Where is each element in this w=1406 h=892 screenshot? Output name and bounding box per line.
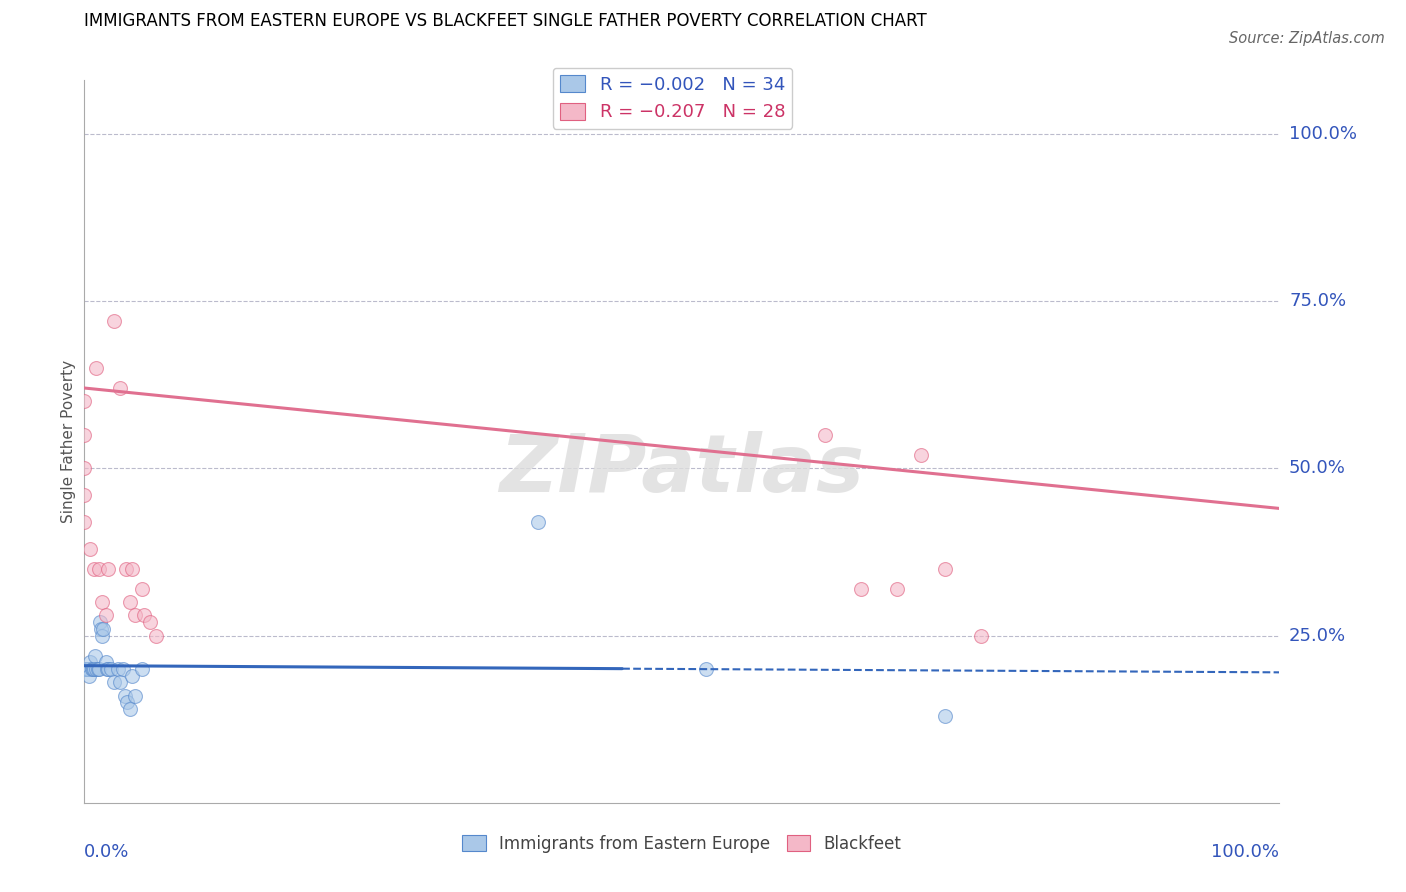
Point	[103, 675, 125, 690]
Point	[93, 622, 115, 636]
Point	[97, 562, 120, 576]
Point	[124, 608, 146, 623]
Y-axis label: Single Father Poverty: Single Father Poverty	[60, 360, 76, 523]
Point	[89, 615, 111, 630]
Point	[118, 595, 141, 609]
Point	[851, 582, 873, 596]
Point	[814, 427, 837, 442]
Point	[82, 662, 104, 676]
Point	[131, 662, 153, 676]
Point	[970, 628, 993, 642]
Point	[86, 662, 108, 676]
Point	[527, 515, 550, 529]
Point	[695, 662, 717, 676]
Point	[145, 628, 167, 642]
Point	[132, 608, 156, 623]
Point	[87, 562, 110, 576]
Text: Source: ZipAtlas.com: Source: ZipAtlas.com	[1229, 31, 1385, 46]
Point	[73, 488, 96, 502]
Point	[886, 582, 908, 596]
Point	[94, 608, 117, 623]
Point	[77, 662, 100, 676]
Point	[107, 662, 129, 676]
Text: 75.0%: 75.0%	[1289, 292, 1346, 310]
Point	[114, 689, 136, 703]
Point	[121, 562, 143, 576]
Point	[110, 381, 132, 395]
Text: ZIPatlas: ZIPatlas	[499, 432, 865, 509]
Point	[91, 628, 114, 642]
Point	[73, 394, 96, 409]
Point	[934, 708, 956, 723]
Text: IMMIGRANTS FROM EASTERN EUROPE VS BLACKFEET SINGLE FATHER POVERTY CORRELATION CH: IMMIGRANTS FROM EASTERN EUROPE VS BLACKF…	[84, 12, 927, 29]
Point	[83, 662, 105, 676]
Point	[117, 696, 139, 710]
Point	[910, 448, 932, 462]
Point	[77, 669, 100, 683]
Point	[79, 541, 101, 556]
Text: 0.0%: 0.0%	[84, 843, 129, 861]
Legend: Immigrants from Eastern Europe, Blackfeet: Immigrants from Eastern Europe, Blackfee…	[456, 828, 908, 860]
Point	[94, 655, 117, 669]
Point	[73, 662, 96, 676]
Point	[103, 314, 125, 328]
Point	[76, 662, 98, 676]
Point	[111, 662, 134, 676]
Point	[73, 427, 96, 442]
Point	[86, 662, 108, 676]
Point	[84, 648, 107, 663]
Point	[87, 662, 110, 676]
Text: 100.0%: 100.0%	[1212, 843, 1279, 861]
Point	[115, 562, 138, 576]
Point	[91, 595, 114, 609]
Point	[73, 515, 96, 529]
Point	[80, 662, 103, 676]
Text: 50.0%: 50.0%	[1289, 459, 1346, 477]
Point	[934, 562, 956, 576]
Point	[90, 622, 112, 636]
Point	[83, 562, 105, 576]
Point	[79, 655, 101, 669]
Point	[97, 662, 120, 676]
Point	[131, 582, 153, 596]
Point	[73, 461, 96, 475]
Text: 25.0%: 25.0%	[1289, 626, 1346, 645]
Point	[96, 662, 118, 676]
Point	[100, 662, 122, 676]
Point	[118, 702, 141, 716]
Point	[110, 675, 132, 690]
Point	[75, 662, 97, 676]
Point	[86, 361, 108, 376]
Point	[121, 669, 143, 683]
Point	[124, 689, 146, 703]
Point	[139, 615, 162, 630]
Text: 100.0%: 100.0%	[1289, 125, 1357, 143]
